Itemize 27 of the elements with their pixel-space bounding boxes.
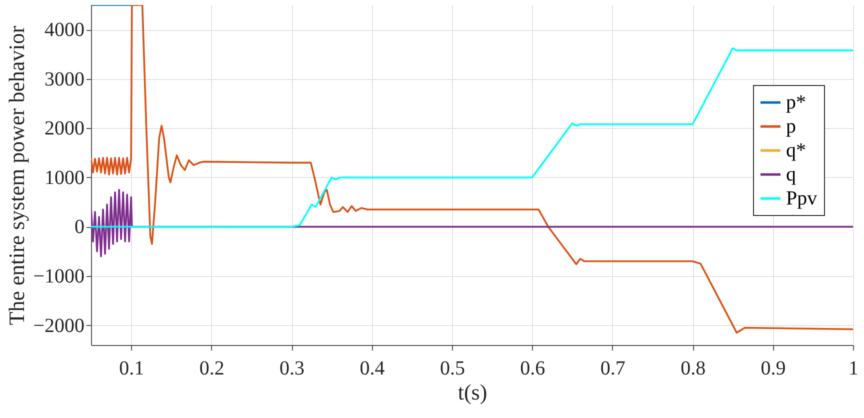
- y-tick-label: 4000: [44, 19, 84, 42]
- legend-label: q*: [786, 140, 806, 162]
- x-tick-label: 0.7: [600, 358, 626, 380]
- y-tick-label: 1000: [44, 166, 84, 189]
- x-tick-label: 0.5: [440, 358, 465, 380]
- x-tick-label: 0.2: [199, 358, 224, 380]
- legend-label: p: [786, 116, 796, 138]
- x-tick-label: 0.9: [760, 358, 786, 380]
- x-tick-label: 1: [848, 358, 858, 380]
- x-tick-label: 0.8: [680, 358, 706, 380]
- y-tick-label: 0: [74, 216, 84, 238]
- y-tick-label: −2000: [33, 314, 84, 337]
- x-axis-title: t(s): [458, 380, 488, 404]
- x-tick-label: 0.1: [119, 358, 144, 380]
- y-tick-label: −1000: [33, 266, 84, 288]
- x-tick-label: 0.4: [360, 358, 385, 380]
- line-series: [91, 5, 853, 334]
- legend-label: p*: [786, 92, 806, 114]
- line-series: [91, 47, 853, 228]
- legend-label: Ppv: [786, 188, 818, 210]
- y-tick-label: 3000: [44, 68, 84, 90]
- x-tick-label: 0.3: [280, 358, 305, 380]
- x-tick-label: 0.6: [520, 358, 546, 380]
- y-axis-title: The entire system power behavior: [4, 25, 30, 326]
- legend-label: q: [786, 164, 796, 186]
- line-series: [91, 188, 853, 258]
- y-tick-label: 2000: [44, 118, 84, 140]
